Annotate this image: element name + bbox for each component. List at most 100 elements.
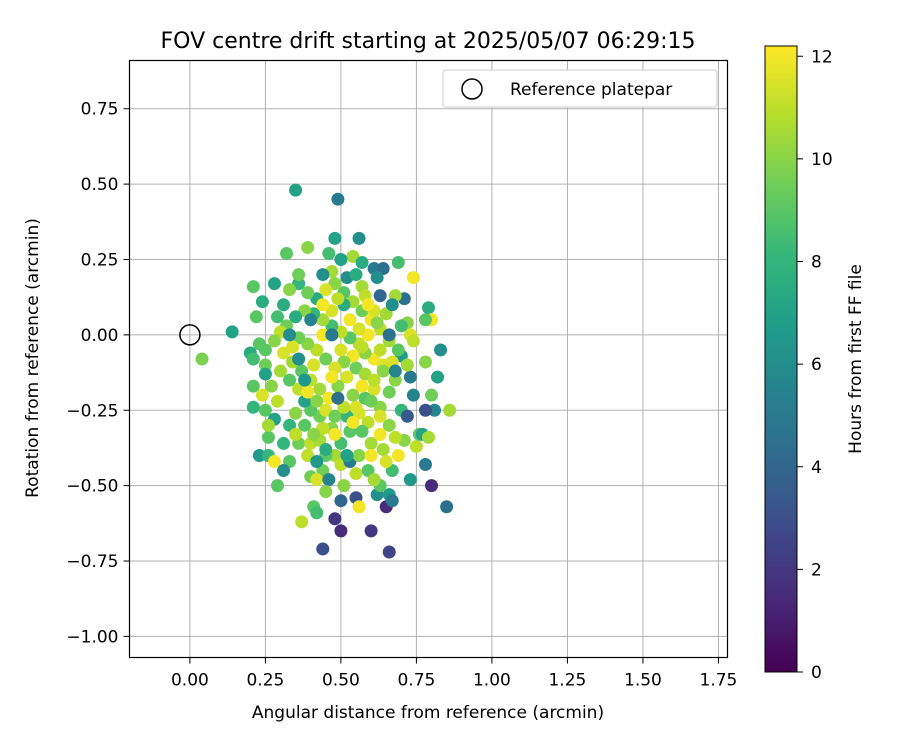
scatter-point: [313, 382, 327, 396]
scatter-point: [352, 322, 366, 336]
scatter-point: [349, 467, 363, 481]
colorbar-tick-label: 12: [811, 47, 833, 67]
scatter-point: [261, 430, 275, 444]
scatter-point: [340, 370, 354, 384]
scatter-point: [373, 409, 387, 423]
scatter-point: [316, 298, 330, 312]
colorbar-tick-label: 10: [811, 150, 833, 170]
scatter-point: [289, 427, 303, 441]
scatter-point: [349, 268, 363, 282]
scatter-point: [307, 427, 321, 441]
colorbar: 0 2 4 6 8 10 12 Hours from first FF file: [764, 45, 866, 683]
x-tick-label: 0.75: [397, 671, 435, 691]
scatter-point: [331, 292, 345, 306]
y-tick-label: −0.25: [66, 401, 118, 421]
scatter-point: [325, 370, 339, 384]
scatter-point: [331, 192, 345, 206]
scatter-point: [364, 436, 378, 450]
scatter-point: [283, 283, 297, 297]
scatter-point: [425, 479, 439, 493]
y-tick-label: 0.75: [81, 100, 119, 120]
scatter-point: [418, 313, 432, 327]
scatter-point: [337, 479, 351, 493]
scatter-point: [255, 295, 269, 309]
scatter-point: [258, 358, 272, 372]
scatter-point: [428, 403, 442, 417]
y-axis-ticks: 0.75 0.50 0.25 0.00 −0.25 −0.50 −0.75 −1.00: [66, 100, 130, 647]
scatter-point: [418, 403, 432, 417]
y-tick-label: −0.50: [66, 477, 118, 497]
scatter-point: [440, 500, 454, 514]
scatter-point: [422, 430, 435, 444]
scatter-point: [319, 283, 333, 297]
legend-marker: [461, 78, 483, 100]
scatter-point: [283, 328, 297, 342]
scatter-point: [376, 364, 390, 378]
scatter-point: [355, 340, 369, 354]
scatter-point: [316, 328, 330, 342]
scatter-point: [364, 524, 378, 538]
y-tick-label: −0.75: [66, 552, 118, 572]
x-tick-label: 0.00: [171, 671, 209, 691]
scatter-point: [277, 298, 291, 312]
scatter-point: [301, 385, 315, 399]
scatter-point: [264, 379, 278, 393]
scatter-point: [367, 382, 381, 396]
x-tick-label: 0.25: [246, 671, 284, 691]
scatter-point: [325, 328, 339, 342]
plot-frame: [128, 59, 729, 659]
y-tick-label: 0.25: [81, 251, 119, 271]
scatter-point: [334, 253, 348, 266]
scatter-point: [346, 388, 360, 402]
scatter-point: [334, 494, 348, 508]
scatter-point: [379, 455, 393, 469]
colorbar-tick-label: 0: [811, 663, 822, 683]
scatter-point: [376, 442, 390, 456]
scatter-point: [289, 183, 303, 197]
scatter-point: [370, 271, 384, 285]
scatter-point: [328, 231, 342, 245]
y-tick-label: 0.00: [81, 326, 119, 346]
scatter-point: [319, 442, 333, 456]
x-axis-label: Angular distance from reference (arcmin): [252, 703, 604, 723]
scatter-point: [382, 328, 396, 342]
scatter-point: [355, 424, 369, 438]
scatter-point: [367, 373, 381, 387]
scatter-point: [316, 268, 330, 282]
scatter-point: [298, 373, 312, 387]
scatter-point: [391, 256, 405, 270]
scatter-point: [409, 439, 423, 453]
scatter-point: [400, 358, 414, 372]
scatter-point: [298, 418, 312, 432]
scatter-point: [334, 524, 348, 538]
scatter-point: [258, 403, 272, 417]
scatter-point: [225, 325, 239, 339]
scatter-point: [334, 343, 348, 357]
scatter-point: [289, 310, 303, 324]
scatter-point: [246, 379, 260, 393]
legend-box: [442, 69, 718, 108]
colorbar-label: Hours from first FF file: [846, 264, 866, 454]
scatter-point: [355, 379, 369, 393]
scatter-point: [310, 506, 324, 520]
scatter-point: [385, 298, 399, 312]
chart-title: FOV centre drift starting at 2025/05/07 …: [161, 29, 696, 54]
scatter-point: [246, 352, 260, 366]
scatter-point: [277, 436, 291, 450]
scatter-point: [352, 231, 366, 245]
scatter-point: [388, 373, 402, 387]
scatter-point: [283, 373, 297, 387]
scatter-point: [382, 385, 396, 399]
scatter-point: [322, 391, 336, 405]
scatter-point: [373, 289, 387, 303]
scatter-point: [270, 479, 284, 493]
scatter-point: [385, 494, 399, 508]
scatter-point: [382, 418, 396, 432]
scatter-point: [425, 388, 439, 402]
y-axis-label: Rotation from reference (arcmin): [23, 218, 43, 498]
scatter-point: [364, 448, 378, 462]
scatter-point: [267, 455, 281, 469]
scatter-point: [304, 313, 318, 327]
scatter-point: [322, 246, 336, 260]
scatter-point: [352, 500, 366, 514]
